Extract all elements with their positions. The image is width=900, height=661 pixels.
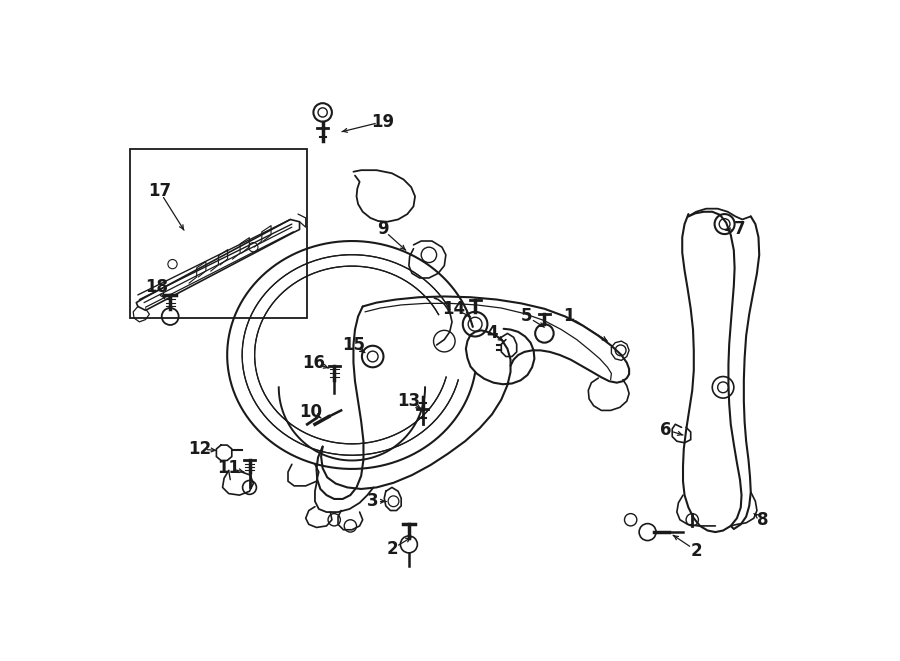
Text: 1: 1 xyxy=(563,307,575,325)
Text: 5: 5 xyxy=(521,307,533,325)
Text: 2: 2 xyxy=(386,540,398,558)
Text: 10: 10 xyxy=(300,403,322,421)
Text: 9: 9 xyxy=(377,221,389,239)
Bar xyxy=(130,149,307,318)
Text: 11: 11 xyxy=(217,459,240,477)
Text: 4: 4 xyxy=(486,325,498,342)
Text: 3: 3 xyxy=(367,492,379,510)
Text: 17: 17 xyxy=(148,182,171,200)
Text: 14: 14 xyxy=(442,300,465,318)
Text: 2: 2 xyxy=(690,541,702,560)
Text: 7: 7 xyxy=(734,221,746,239)
Text: 18: 18 xyxy=(146,278,168,296)
Text: 12: 12 xyxy=(188,440,211,458)
Text: 16: 16 xyxy=(302,354,325,371)
Text: 13: 13 xyxy=(397,392,420,410)
Text: 15: 15 xyxy=(342,336,365,354)
Text: 6: 6 xyxy=(661,420,671,439)
Text: 8: 8 xyxy=(757,511,769,529)
Text: 19: 19 xyxy=(371,112,394,131)
